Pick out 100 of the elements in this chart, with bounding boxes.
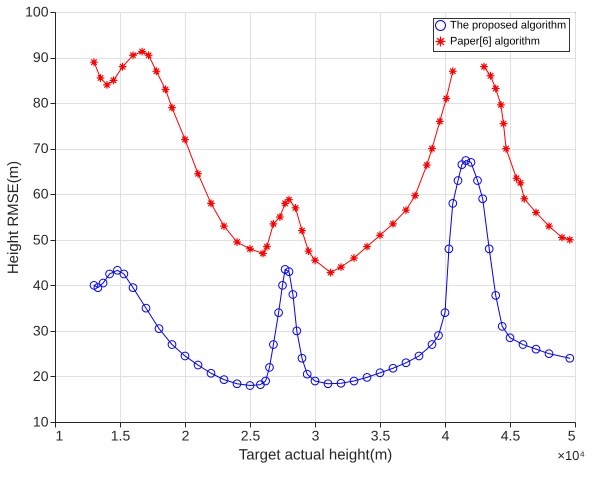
y-tick-label: 50 [32, 231, 49, 248]
point [428, 144, 436, 154]
point [96, 74, 105, 82]
point [440, 308, 450, 318]
point [256, 380, 265, 390]
point [206, 368, 216, 378]
y-tick-label: 70 [32, 140, 49, 156]
point [326, 268, 335, 277]
point [473, 176, 482, 185]
point [220, 222, 228, 230]
point [544, 222, 554, 230]
x-tick-label: 1.5 [110, 428, 130, 444]
point [532, 208, 540, 217]
x-tick-label: 2 [182, 428, 190, 444]
point [90, 280, 98, 290]
point [520, 194, 529, 204]
point [434, 331, 443, 340]
point [280, 265, 290, 274]
point [284, 195, 294, 204]
point [302, 370, 312, 379]
point [448, 198, 458, 208]
point [269, 219, 278, 228]
point [144, 50, 153, 60]
point [194, 360, 202, 370]
point [402, 206, 410, 215]
x-tick-label: 3.5 [370, 428, 390, 444]
point [94, 283, 102, 292]
point [284, 267, 294, 276]
point [532, 344, 540, 354]
point [152, 66, 161, 76]
point [180, 352, 190, 360]
point [502, 144, 510, 154]
point [491, 290, 500, 300]
point [246, 244, 254, 254]
point [388, 364, 398, 373]
point [486, 71, 495, 80]
point [350, 376, 358, 386]
y-tick-label: 30 [32, 322, 49, 338]
point [466, 158, 476, 167]
point [350, 254, 358, 262]
point [544, 349, 554, 358]
point [565, 354, 574, 363]
point [454, 176, 462, 185]
point [98, 278, 108, 288]
y-tick-label: 20 [32, 368, 49, 384]
point [102, 80, 112, 90]
point [414, 352, 424, 360]
point [362, 242, 372, 251]
x-tick-label: 2.5 [240, 428, 260, 444]
point [506, 333, 514, 342]
point [336, 262, 346, 272]
point [558, 233, 566, 242]
y-tick-label: 60 [32, 186, 49, 202]
point [262, 242, 272, 251]
point [128, 283, 138, 292]
point [220, 375, 228, 384]
point [118, 62, 127, 72]
point [206, 198, 216, 208]
point [258, 249, 268, 258]
x-tick-label: 1 [56, 428, 64, 444]
y-tick-label: 10 [32, 414, 49, 430]
point [291, 204, 300, 212]
x-tick-label: 4.5 [500, 428, 520, 444]
point [168, 103, 176, 112]
point [276, 212, 284, 222]
point [232, 379, 242, 388]
y-tick-label: 100 [25, 4, 49, 20]
point [168, 340, 176, 349]
point [402, 358, 410, 368]
point [461, 156, 470, 165]
point [376, 368, 384, 378]
point [410, 191, 420, 200]
point [298, 354, 306, 363]
point [362, 372, 372, 382]
point [324, 379, 332, 388]
point [376, 230, 384, 240]
point [442, 94, 451, 103]
point [105, 270, 114, 278]
point [288, 290, 298, 299]
point [310, 376, 320, 386]
y-axis-title: Height RMSE(m) [5, 160, 22, 274]
point [480, 62, 488, 72]
point [435, 116, 444, 126]
point [232, 238, 242, 246]
point [180, 135, 190, 144]
point [109, 76, 118, 85]
point [120, 270, 128, 278]
point [274, 308, 283, 318]
point [478, 194, 488, 204]
point [304, 246, 313, 256]
point [113, 266, 122, 275]
point [388, 219, 398, 228]
point [90, 58, 98, 66]
point [261, 376, 270, 386]
point [516, 178, 525, 188]
point [565, 235, 574, 244]
point [518, 340, 528, 349]
point [246, 381, 254, 390]
y-tick-label: 80 [32, 94, 49, 111]
x-tick-label: 4 [442, 428, 450, 444]
